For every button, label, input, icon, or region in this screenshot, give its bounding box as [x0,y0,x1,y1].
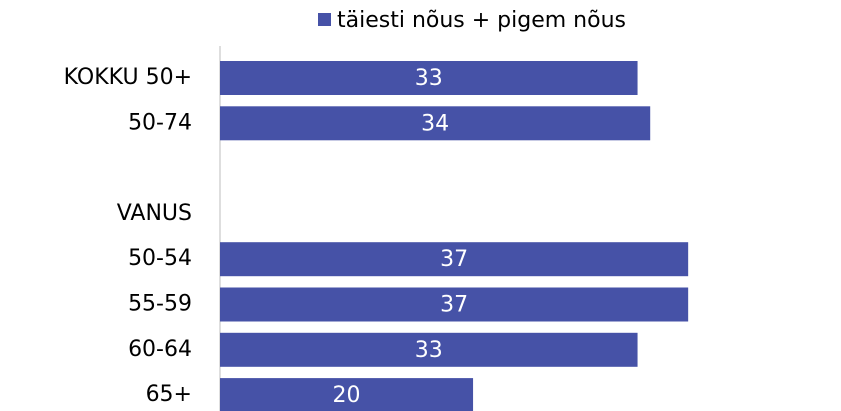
bar [220,61,638,95]
value-label: 37 [440,247,468,272]
value-label: 34 [421,111,449,136]
category-label: VANUS [117,201,192,226]
value-label: 20 [333,383,361,408]
legend-swatch [318,13,331,26]
category-label: 50-54 [128,246,192,271]
category-label: KOKKU 50+ [64,65,192,90]
bar [220,242,689,277]
bar [220,332,638,367]
value-label: 33 [415,66,443,91]
legend-label: täiesti nõus + pigem nõus [337,8,626,33]
category-label: 60-64 [128,337,192,362]
bar [220,106,651,141]
bar [220,378,474,411]
category-label: 65+ [146,382,192,407]
value-label: 33 [415,338,443,363]
category-label: 55-59 [128,292,192,317]
value-label: 37 [440,293,468,318]
bar [220,287,689,322]
category-label: 50-74 [128,110,192,135]
